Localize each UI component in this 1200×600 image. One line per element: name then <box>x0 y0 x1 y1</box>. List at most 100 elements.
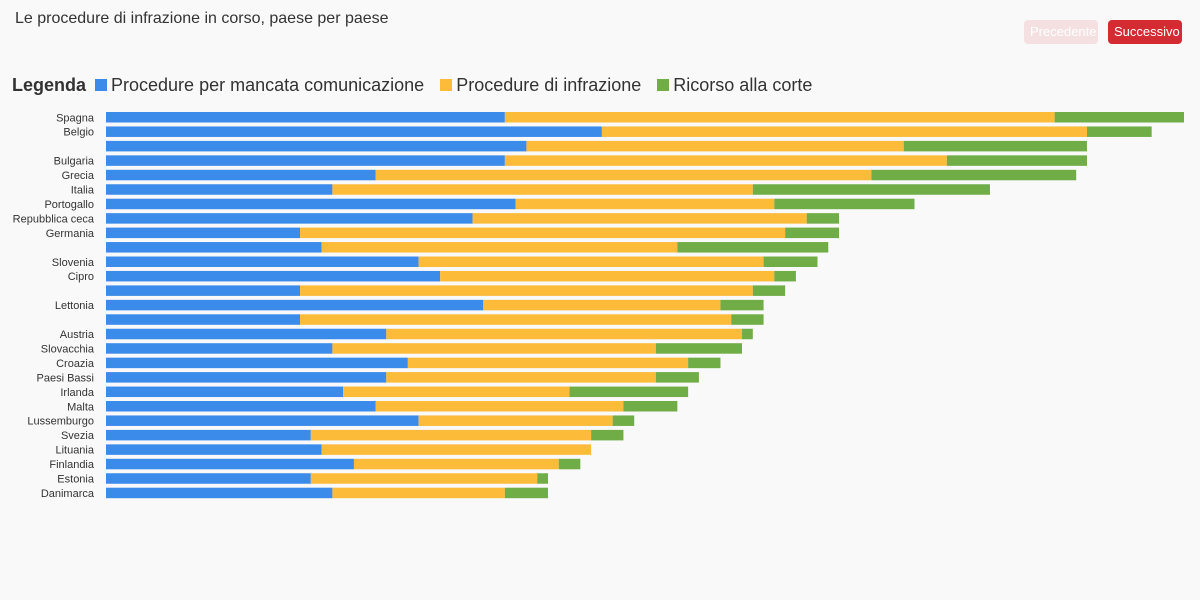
category-label: Malta <box>67 401 95 413</box>
bar-segment[interactable] <box>591 429 624 441</box>
bar-segment[interactable] <box>655 372 699 383</box>
bar-segment[interactable] <box>343 386 570 398</box>
category-label: Finlandia <box>49 459 95 471</box>
bar-segment[interactable] <box>1086 126 1152 137</box>
bar-segment[interactable] <box>871 169 1077 181</box>
bar-segment[interactable] <box>106 372 387 383</box>
bar-segment[interactable] <box>106 357 408 369</box>
next-button[interactable]: Successivo <box>1108 20 1182 44</box>
bar-segment[interactable] <box>440 270 775 282</box>
bar-segment[interactable] <box>774 198 915 210</box>
bar-segment[interactable] <box>106 198 516 210</box>
category-label: Lituania <box>55 445 94 457</box>
bar-segment[interactable] <box>300 227 786 239</box>
bar-segment[interactable] <box>558 458 581 470</box>
bar-segment[interactable] <box>353 458 559 470</box>
bar-segment[interactable] <box>300 314 732 325</box>
category-label: Paesi Bassi <box>37 372 94 384</box>
bar-segment[interactable] <box>903 140 1087 152</box>
bar-segment[interactable] <box>752 285 786 296</box>
bar-segment[interactable] <box>375 169 872 181</box>
bar-segment[interactable] <box>106 299 484 311</box>
bar-segment[interactable] <box>106 415 419 426</box>
bar-segment[interactable] <box>106 112 505 123</box>
bar-segment[interactable] <box>106 184 333 195</box>
bar-segment[interactable] <box>774 270 796 282</box>
bar-segment[interactable] <box>321 242 678 253</box>
category-label: Italia <box>71 185 95 197</box>
bar-segment[interactable] <box>375 401 624 412</box>
bar-segment[interactable] <box>677 242 829 253</box>
bar-segment[interactable] <box>526 140 904 152</box>
bar-segment[interactable] <box>418 415 613 426</box>
bar-segment[interactable] <box>742 328 753 340</box>
bar-segment[interactable] <box>623 401 678 412</box>
bar-segment[interactable] <box>612 415 635 426</box>
category-label: Estonia <box>57 474 95 486</box>
previous-button[interactable]: Precedente <box>1024 20 1098 44</box>
bar-segment[interactable] <box>106 256 419 268</box>
bar-segment[interactable] <box>655 343 743 354</box>
bar-segment[interactable] <box>731 314 764 325</box>
bar-segment[interactable] <box>106 227 301 239</box>
bar-segment[interactable] <box>332 343 656 354</box>
bar-segment[interactable] <box>483 299 721 311</box>
bar-segment[interactable] <box>106 155 505 166</box>
bar-segment[interactable] <box>332 184 753 195</box>
bar-segment[interactable] <box>106 169 376 181</box>
bar-segment[interactable] <box>752 184 990 195</box>
bar-segment[interactable] <box>106 328 387 340</box>
bar-segment[interactable] <box>472 213 807 224</box>
bar-segment[interactable] <box>601 126 1087 137</box>
bar-segment[interactable] <box>106 126 602 137</box>
bar-segment[interactable] <box>106 444 322 455</box>
bar-segment[interactable] <box>321 444 592 455</box>
bar-segment[interactable] <box>504 487 548 499</box>
bar-segment[interactable] <box>106 270 441 282</box>
bar-segment[interactable] <box>106 314 301 325</box>
bar-segment[interactable] <box>106 487 333 499</box>
category-label: Spagna <box>56 112 95 124</box>
bar-segment[interactable] <box>106 213 473 224</box>
bar-segment[interactable] <box>407 357 689 369</box>
bar-segment[interactable] <box>106 386 344 398</box>
bar-segment[interactable] <box>537 473 548 484</box>
legend-swatch <box>657 79 670 91</box>
chart-title: Le procedure di infrazione in corso, pae… <box>15 10 389 27</box>
legend-item-ricorso-corte[interactable]: Ricorso alla corte <box>657 75 812 96</box>
bar-segment[interactable] <box>300 285 753 296</box>
legend-item-infrazione[interactable]: Procedure di infrazione <box>440 75 641 96</box>
bar-segment[interactable] <box>106 473 311 484</box>
bar-segment[interactable] <box>106 242 322 253</box>
bar-segment[interactable] <box>106 140 527 152</box>
category-label: Slovacchia <box>41 343 95 355</box>
bar-segment[interactable] <box>515 198 775 210</box>
bar-segment[interactable] <box>106 401 376 412</box>
bar-segment[interactable] <box>332 487 505 499</box>
bar-segment[interactable] <box>310 473 538 484</box>
bar-segment[interactable] <box>106 458 354 470</box>
bar-segment[interactable] <box>386 328 743 340</box>
bar-segment[interactable] <box>504 155 947 166</box>
bar-segment[interactable] <box>720 299 764 311</box>
legend-label: Ricorso alla corte <box>673 74 813 95</box>
bar-segment[interactable] <box>806 213 840 224</box>
category-label: Portogallo <box>44 199 94 211</box>
bar-segment[interactable] <box>106 429 311 441</box>
bar-segment[interactable] <box>386 372 656 383</box>
legend-label: Procedure per mancata comunicazione <box>111 74 425 95</box>
bar-segment[interactable] <box>688 357 721 369</box>
bar-segment[interactable] <box>1054 112 1184 123</box>
bar-segment[interactable] <box>763 256 818 268</box>
category-label: Danimarca <box>41 488 95 500</box>
bar-segment[interactable] <box>106 285 301 296</box>
bar-segment[interactable] <box>946 155 1087 166</box>
legend-item-mancata-comunicazione[interactable]: Procedure per mancata comunicazione <box>95 75 424 96</box>
bar-segment[interactable] <box>569 386 689 398</box>
bar-segment[interactable] <box>106 343 333 354</box>
bar-segment[interactable] <box>418 256 764 268</box>
bar-segment[interactable] <box>785 227 840 239</box>
bar-segment[interactable] <box>310 429 592 441</box>
bar-segment[interactable] <box>504 112 1055 123</box>
